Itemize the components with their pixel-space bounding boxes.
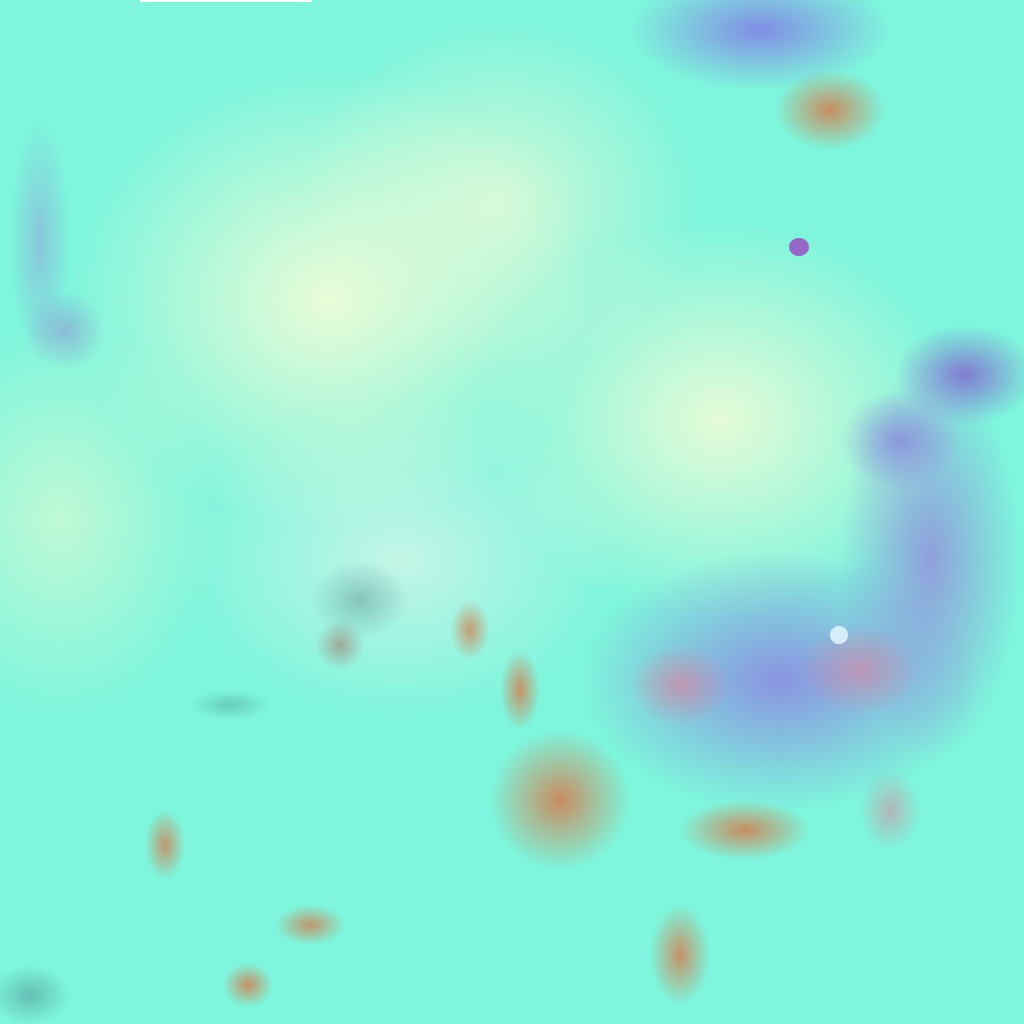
- clear-gap: [830, 626, 848, 644]
- top-edge-bar: [140, 0, 312, 2]
- small-purple-spot: [789, 238, 809, 256]
